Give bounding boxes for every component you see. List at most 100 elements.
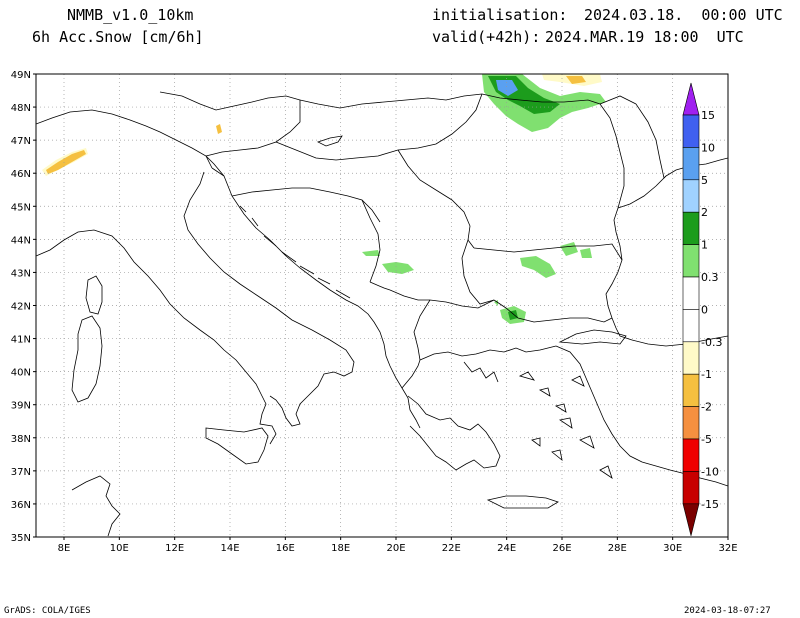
colorbar-label: -5: [701, 433, 712, 446]
lon-tick-label: 32E: [718, 543, 737, 554]
lat-tick-label: 37N: [11, 467, 31, 478]
lon-tick-label: 8E: [58, 543, 71, 554]
colorbar-segment: [682, 406, 700, 440]
border-hungary-slovakia: [299, 93, 483, 109]
lon-tick-label: 16E: [276, 543, 295, 554]
colorbar-label: 15: [701, 109, 715, 122]
coast-tunisia: [71, 475, 121, 537]
coast-italy-east: [183, 171, 355, 427]
lat-tick-label: 38N: [11, 434, 31, 445]
islands-aegean: [518, 371, 613, 479]
colorbar-segment: [682, 211, 700, 245]
lat-tick-label: 44N: [11, 235, 31, 246]
colorbar-label: 5: [701, 174, 708, 187]
snow-area-north-yellow: [566, 76, 586, 84]
graticule: [36, 74, 728, 537]
border-slovenia: [205, 155, 225, 177]
colorbar-segment: [682, 373, 700, 407]
lat-tick-label: 42N: [11, 302, 31, 313]
lon-tick-label: 22E: [442, 543, 461, 554]
lon-tick-label: 12E: [165, 543, 184, 554]
snow-area-carpathians-peak: [496, 80, 518, 96]
coast-blacksea-west: [605, 207, 728, 347]
lon-tick-label: 28E: [608, 543, 627, 554]
border-serbia-west: [361, 199, 381, 283]
lon-tick-label: 18E: [331, 543, 350, 554]
variable-title: 6h Acc.Snow [cm/6h]: [32, 28, 204, 46]
border-alps: [36, 109, 213, 169]
lat-tick-label: 43N: [11, 268, 31, 279]
valid-label: valid(+42h):: [432, 28, 541, 46]
snow-area-bulgaria-east: [580, 248, 592, 258]
lat-tick-label: 45N: [11, 202, 31, 213]
coast-corsica: [85, 275, 103, 315]
map-outlines: [36, 91, 728, 537]
border-macedonia: [413, 299, 495, 361]
border-serbia-bulgaria: [461, 239, 495, 305]
colorbar-label: 0: [701, 303, 708, 316]
border-serbia-romania: [397, 149, 475, 249]
lat-tick-label: 49N: [11, 70, 31, 81]
border-montenegro: [369, 281, 391, 291]
colorbar-label: 10: [701, 141, 715, 154]
colorbar-label: -15: [701, 498, 719, 511]
border-albania-greece: [401, 359, 421, 389]
lat-tick-label: 35N: [11, 533, 31, 544]
lon-tick-label: 14E: [220, 543, 239, 554]
coast-marmara: [558, 329, 627, 345]
coast-greece: [407, 395, 501, 471]
lat-tick-label: 40N: [11, 368, 31, 379]
lat-tick-label: 39N: [11, 401, 31, 412]
snow-fields: [42, 74, 606, 324]
lon-tick-label: 20E: [386, 543, 405, 554]
colorbar-segment: [682, 438, 700, 472]
lon-tick-label: 24E: [497, 543, 516, 554]
footer-credit: GrADS: COLA/IGES: [4, 606, 91, 616]
model-name: NMMB_v1.0_10km: [67, 6, 194, 24]
coast-italy-west: [36, 229, 277, 445]
colorbar-bottom-arrow: [682, 503, 700, 536]
longitude-axis: 8E 10E 12E 14E 16E 18E 20E 22E 24E 26E 28E 30E 32E: [58, 537, 738, 554]
border-austria-north: [159, 91, 301, 111]
lon-tick-label: 26E: [552, 543, 571, 554]
coast-balkan-west: [211, 167, 421, 429]
snow-area-alps: [46, 150, 86, 174]
colorbar-segment: [682, 341, 700, 375]
snow-area-serbia: [382, 262, 414, 274]
coast-greece-north: [419, 345, 557, 361]
colorbar-segment: [682, 179, 700, 213]
footer-timestamp: 2024-03-18-07:27: [684, 606, 771, 616]
lat-tick-label: 36N: [11, 500, 31, 511]
colorbar-label: 0.3: [701, 271, 719, 284]
snow-area-macedonia: [494, 300, 498, 306]
border-lake-balaton: [316, 135, 343, 147]
islands-croatia: [239, 205, 351, 299]
lat-tick-label: 48N: [11, 103, 31, 114]
lat-tick-label: 41N: [11, 335, 31, 346]
coast-chalkidiki: [463, 361, 499, 383]
coast-blacksea-north: [617, 157, 728, 209]
init-label: initialisation:: [432, 6, 568, 24]
valid-value: 2024.MAR.19 18:00 UTC: [545, 28, 744, 46]
colorbar-segment: [682, 471, 700, 505]
coast-sicily: [205, 427, 269, 465]
colorbar-top-arrow: [682, 82, 700, 116]
lon-tick-label: 10E: [110, 543, 129, 554]
coast-sardinia: [71, 315, 103, 403]
colorbar-label: -1: [701, 368, 712, 381]
colorbar-label: 2: [701, 206, 708, 219]
colorbar-label: -10: [701, 465, 719, 478]
lat-tick-label: 47N: [11, 136, 31, 147]
border-bulgaria-greece: [493, 299, 613, 323]
snow-area-bulgaria-center: [560, 242, 578, 256]
snow-area-alps-small: [216, 124, 222, 134]
border-croatia-bosnia: [231, 187, 381, 223]
border-austria-hungary: [205, 100, 301, 157]
colorbar-segment: [682, 309, 700, 343]
colorbar-segment: [682, 147, 700, 181]
coast-crete: [486, 495, 559, 509]
border-moldova: [599, 95, 667, 179]
border-romania-bulgaria: [473, 243, 623, 261]
snow-area-bulgaria-west: [520, 256, 556, 278]
